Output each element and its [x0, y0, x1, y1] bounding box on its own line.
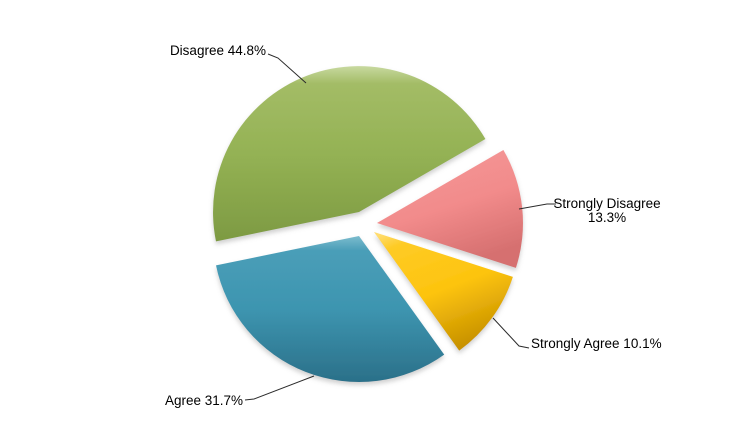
pie-slice-strongly-agree: [374, 232, 513, 351]
label-strongly-disagree-line2: 13.3%: [588, 210, 626, 225]
pie-slice-agree: [216, 236, 445, 383]
pie-slice-disagree: [213, 66, 486, 242]
leader-line-disagree: [267, 53, 307, 84]
leader-line-strongly-disagree: [518, 203, 556, 210]
label-agree: Agree 31.7%: [165, 393, 243, 408]
pie-slice-strongly-disagree: [377, 150, 523, 268]
label-strongly-agree: Strongly Agree 10.1%: [531, 336, 662, 351]
leader-line-agree: [244, 375, 315, 401]
label-strongly-disagree-line1: Strongly Disagree: [553, 196, 660, 211]
label-disagree: Disagree 44.8%: [170, 43, 266, 58]
leader-line-strongly-agree: [492, 317, 530, 349]
pie-slices-group: [213, 66, 523, 383]
